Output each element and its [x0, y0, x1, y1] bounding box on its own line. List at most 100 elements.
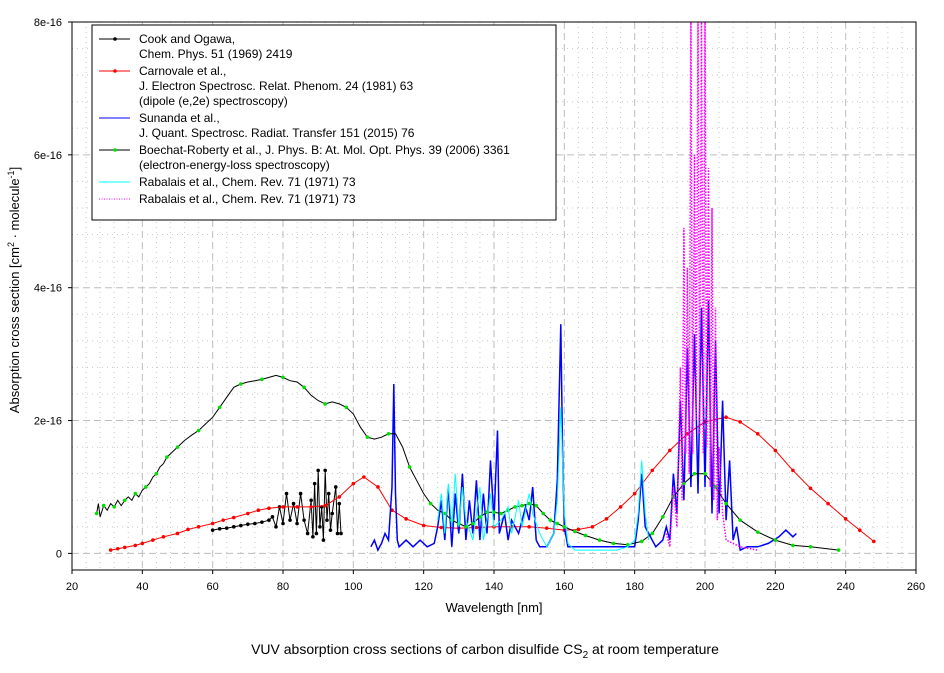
data-point: [256, 508, 261, 513]
data-point: [618, 505, 623, 509]
x-tick-label: 260: [907, 581, 925, 593]
data-point: [325, 518, 329, 522]
legend-text: Boechat-Roberty et al., J. Phys. B: At. …: [139, 143, 510, 157]
x-tick-label: 80: [277, 581, 289, 593]
x-tick-label: 220: [766, 581, 784, 593]
data-point: [175, 445, 180, 449]
series-line: [665, 22, 758, 551]
data-point: [351, 481, 356, 486]
data-point: [583, 533, 588, 538]
data-point: [544, 526, 549, 530]
data-point: [724, 415, 728, 420]
data-point: [755, 432, 760, 436]
y-axis-label: Absorption cross section [cm2 · molecule…: [6, 167, 22, 413]
data-point: [632, 491, 637, 496]
data-point: [246, 522, 250, 526]
data-point: [791, 543, 795, 548]
data-point: [499, 511, 503, 516]
data-point: [210, 528, 215, 532]
legend-text: (electron-energy-loss spectroscopy): [139, 158, 330, 172]
data-point: [872, 539, 876, 544]
legend-marker-swatch: [113, 69, 117, 73]
y-axis: 0 2e-16 4e-16 6e-16 8e-16: [34, 17, 72, 560]
data-point: [298, 491, 303, 496]
data-point: [321, 538, 326, 542]
series-0: [210, 468, 343, 542]
data-point: [281, 375, 285, 380]
legend: Cook and Ogawa,Chem. Phys. 51 (1969) 241…: [91, 24, 557, 221]
x-axis-label: Wavelength [nm]: [445, 600, 542, 615]
data-point: [309, 498, 313, 503]
legend-entry: Rabalais et al., Chem. Rev. 71 (1971) 73: [99, 175, 356, 189]
data-point: [122, 545, 127, 550]
legend-text: Chem. Phys. 51 (1969) 2419: [139, 47, 293, 61]
data-point: [165, 455, 169, 459]
data-point: [337, 501, 342, 506]
data-point: [337, 495, 342, 499]
data-point: [112, 505, 116, 509]
data-point: [281, 505, 285, 509]
data-point: [520, 503, 524, 508]
data-point: [221, 518, 226, 522]
data-point: [650, 531, 655, 536]
data-point: [323, 402, 328, 406]
data-point: [175, 531, 180, 536]
data-point: [527, 501, 531, 506]
data-point: [284, 491, 289, 496]
data-point: [541, 511, 546, 516]
legend-box: [91, 24, 557, 221]
series-line: [96, 374, 839, 551]
data-point: [260, 520, 264, 524]
legend-entry: Cook and Ogawa,Chem. Phys. 51 (1969) 241…: [99, 32, 293, 61]
data-point: [323, 503, 328, 508]
data-point: [196, 428, 201, 433]
data-point: [478, 515, 482, 519]
x-tick-label: 140: [485, 581, 503, 593]
data-point: [151, 538, 155, 542]
series-3: [94, 374, 841, 552]
data-point: [724, 501, 728, 506]
x-tick-label: 40: [136, 581, 148, 593]
data-point: [302, 518, 306, 522]
data-point: [246, 511, 250, 516]
data-point: [311, 534, 315, 539]
data-point: [808, 544, 813, 549]
legend-entry: Carnovale et al.,J. Electron Spectrosc. …: [99, 64, 413, 108]
chart-title: VUV absorption cross sections of carbon …: [251, 641, 719, 661]
data-point: [808, 486, 813, 491]
data-point: [590, 525, 595, 529]
data-point: [323, 468, 328, 473]
x-tick-label: 60: [207, 581, 219, 593]
data-point: [253, 521, 257, 526]
data-point: [474, 525, 479, 530]
x-tick-label: 20: [66, 581, 78, 593]
legend-entry: Sunanda et al.,J. Quant. Spectrosc. Radi…: [99, 111, 415, 140]
data-point: [196, 525, 201, 529]
data-point: [857, 528, 862, 532]
data-point: [404, 517, 408, 521]
legend-entry: Boechat-Roberty et al., J. Phys. B: At. …: [99, 143, 510, 172]
data-point: [376, 485, 380, 489]
data-point: [267, 506, 271, 511]
data-point: [239, 523, 243, 528]
data-point: [471, 521, 475, 526]
legend-text: Carnovale et al.,: [139, 64, 226, 78]
data-point: [295, 521, 299, 526]
data-point: [639, 539, 644, 544]
data-point: [703, 471, 707, 476]
data-point: [154, 471, 159, 476]
data-point: [333, 485, 338, 489]
data-point: [224, 526, 229, 530]
data-point: [573, 529, 577, 534]
data-point: [217, 527, 222, 531]
legend-text: Rabalais et al., Chem. Rev. 71 (1971) 73: [139, 192, 356, 206]
data-point: [274, 525, 278, 529]
x-tick-label: 120: [414, 581, 432, 593]
data-point: [122, 498, 127, 503]
data-point: [604, 517, 609, 521]
data-point: [101, 503, 106, 508]
series-2: [370, 300, 797, 552]
data-point: [339, 531, 343, 536]
data-point: [650, 468, 655, 473]
